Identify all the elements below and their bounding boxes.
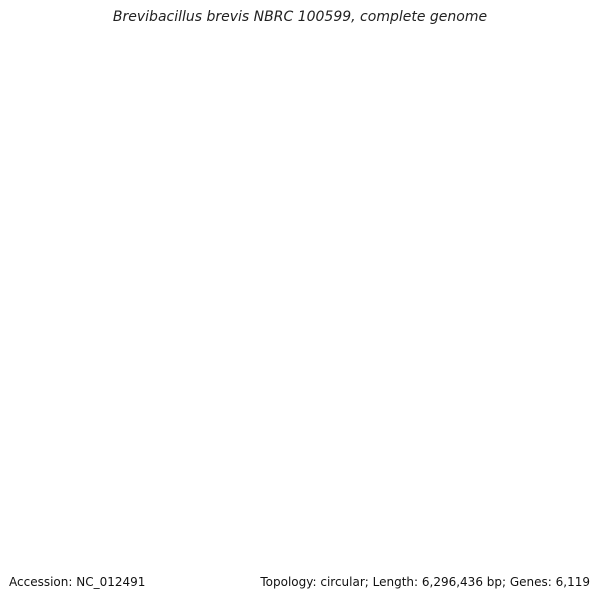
genome-summary: Topology: circular; Length: 6,296,436 bp… — [260, 575, 590, 589]
backbone-ring — [505, 0, 600, 70]
map-title: Brevibacillus brevis NBRC 100599, comple… — [112, 9, 488, 25]
backbone-shadow — [506, 0, 600, 73]
accession-text: Accession: NC_012491 — [9, 575, 146, 589]
backbone-layer — [505, 0, 600, 73]
